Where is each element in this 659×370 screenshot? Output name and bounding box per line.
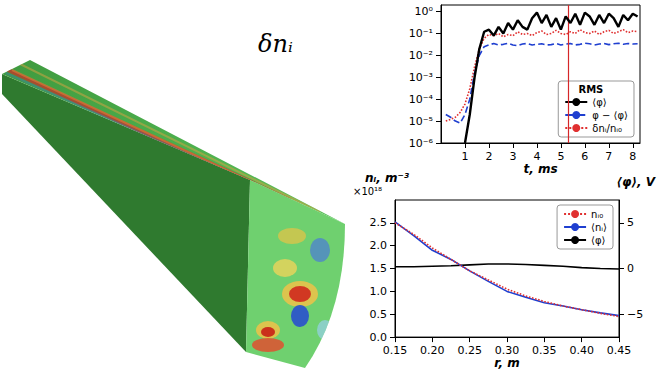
svg-text:φ − ⟨φ⟩: φ − ⟨φ⟩ — [592, 110, 628, 121]
svg-text:nᵢ, m⁻³: nᵢ, m⁻³ — [365, 171, 410, 185]
svg-text:5: 5 — [557, 150, 564, 163]
svg-text:⟨φ⟩: ⟨φ⟩ — [591, 235, 605, 246]
svg-text:2: 2 — [485, 150, 492, 163]
svg-text:10⁰: 10⁰ — [415, 5, 434, 18]
svg-text:⟨φ⟩: ⟨φ⟩ — [592, 97, 606, 108]
svg-text:RMS: RMS — [578, 84, 603, 95]
svg-text:1: 1 — [461, 150, 468, 163]
svg-text:0.0: 0.0 — [370, 331, 388, 344]
svg-text:1.0: 1.0 — [370, 285, 388, 298]
svg-text:⟨φ⟩, V: ⟨φ⟩, V — [617, 175, 657, 189]
svg-text:3: 3 — [509, 150, 516, 163]
svg-text:δnᵢ: δnᵢ — [258, 30, 293, 58]
svg-text:0.5: 0.5 — [370, 308, 388, 321]
svg-text:5: 5 — [627, 216, 634, 229]
svg-text:−5: −5 — [627, 308, 643, 321]
svg-text:0: 0 — [627, 262, 634, 275]
svg-text:0.20: 0.20 — [420, 344, 445, 357]
svg-text:2.5: 2.5 — [370, 216, 388, 229]
svg-text:4: 4 — [533, 150, 540, 163]
svg-text:8: 8 — [629, 150, 636, 163]
svg-text:×10¹⁸: ×10¹⁸ — [353, 186, 382, 197]
svg-text:10⁻⁴: 10⁻⁴ — [409, 93, 434, 106]
svg-text:10⁻³: 10⁻³ — [409, 71, 433, 84]
svg-text:0.35: 0.35 — [532, 344, 557, 357]
svg-text:⟨nᵢ⟩: ⟨nᵢ⟩ — [591, 222, 607, 233]
svg-text:1.5: 1.5 — [370, 262, 388, 275]
svg-text:0.25: 0.25 — [457, 344, 482, 357]
svg-text:δnᵢ/nᵢ₀: δnᵢ/nᵢ₀ — [592, 123, 622, 134]
svg-text:10⁻²: 10⁻² — [409, 49, 433, 62]
svg-text:6: 6 — [581, 150, 588, 163]
svg-text:10⁻⁶: 10⁻⁶ — [409, 137, 434, 150]
svg-text:2.0: 2.0 — [370, 239, 388, 252]
svg-text:0.40: 0.40 — [569, 344, 594, 357]
svg-text:0.15: 0.15 — [383, 344, 408, 357]
svg-text:0.30: 0.30 — [495, 344, 520, 357]
svg-text:7: 7 — [605, 150, 612, 163]
svg-text:10⁻¹: 10⁻¹ — [409, 27, 433, 40]
svg-text:0.45: 0.45 — [607, 344, 632, 357]
svg-text:10⁻⁵: 10⁻⁵ — [409, 115, 433, 128]
svg-text:t, ms: t, ms — [523, 162, 557, 176]
svg-text:nᵢ₀: nᵢ₀ — [591, 209, 603, 220]
svg-text:r, m: r, m — [494, 356, 519, 370]
